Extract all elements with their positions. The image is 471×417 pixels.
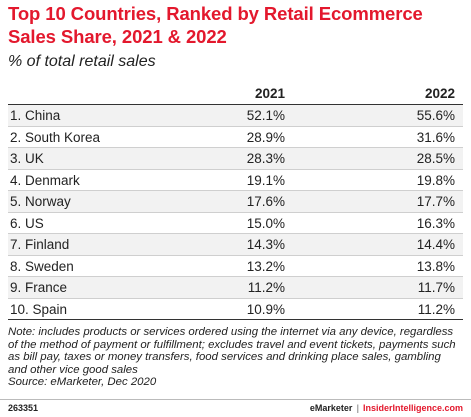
column-header-2022: 2022: [424, 86, 455, 101]
column-header-2021: 2021: [254, 86, 285, 101]
value-2022: 55.6%: [416, 108, 455, 123]
table-row: 1. China 52.1% 55.6%: [8, 105, 463, 127]
brand-credit: eMarketer | InsiderIntelligence.com: [310, 403, 463, 413]
chart-subtitle: % of total retail sales: [8, 53, 156, 70]
country-label: 4. Denmark: [10, 172, 80, 188]
chart-title: Top 10 Countries, Ranked by Retail Ecomm…: [8, 3, 423, 47]
value-2021: 28.3%: [246, 151, 285, 166]
note-text: Note: includes products or services orde…: [8, 326, 456, 376]
table-row: 7. Finland 14.3% 14.4%: [8, 234, 463, 256]
value-2021: 13.2%: [246, 258, 285, 274]
table-header: 2021 2022: [8, 82, 463, 105]
country-label: 7. Finland: [10, 237, 70, 252]
brand-emarketer: eMarketer: [309, 403, 353, 413]
source-text: Source: eMarketer, Dec 2020: [8, 376, 157, 389]
table-row: 4. Denmark 19.1% 19.8%: [8, 170, 463, 191]
value-2022: 11.2%: [417, 301, 455, 317]
chart-id: 263351: [8, 403, 39, 413]
table-row: 5. Norway 17.6% 17.7%: [8, 191, 463, 213]
value-2021: 28.9%: [246, 129, 285, 145]
value-2021: 17.6%: [246, 194, 285, 209]
brand-insider-intelligence: InsiderIntelligence.com: [362, 403, 463, 413]
table-row: 8. Sweden 13.2% 13.8%: [8, 256, 463, 277]
footer: 263351 eMarketer | InsiderIntelligence.com: [0, 399, 471, 417]
table-row: 10. Spain 10.9% 11.2%: [8, 299, 463, 320]
country-label: 6. US: [10, 215, 44, 231]
table-row: 9. France 11.2% 11.7%: [8, 277, 463, 299]
value-2021: 14.3%: [246, 237, 285, 252]
value-2022: 16.3%: [416, 215, 455, 231]
country-label: 2. South Korea: [10, 129, 101, 145]
table-row: 2. South Korea 28.9% 31.6%: [8, 127, 463, 148]
value-2021: 11.2%: [247, 280, 285, 295]
value-2022: 11.7%: [417, 280, 455, 295]
country-label: 1. China: [10, 108, 61, 123]
brand-separator: |: [356, 403, 359, 413]
country-label: 9. France: [10, 280, 68, 295]
table-row: 3. UK 28.3% 28.5%: [8, 148, 463, 170]
value-2021: 15.0%: [246, 215, 285, 231]
table-row: 6. US 15.0% 16.3%: [8, 213, 463, 234]
chart-note: Note: includes products or services orde…: [8, 326, 463, 389]
value-2022: 14.4%: [416, 237, 455, 252]
value-2022: 17.7%: [416, 194, 455, 209]
country-label: 3. UK: [10, 151, 44, 166]
value-2021: 19.1%: [246, 172, 285, 188]
value-2022: 19.8%: [416, 172, 455, 188]
country-label: 5. Norway: [10, 194, 71, 209]
country-label: 8. Sweden: [10, 258, 74, 274]
value-2021: 52.1%: [246, 108, 285, 123]
value-2022: 31.6%: [416, 129, 455, 145]
data-table: 2021 2022 1. China 52.1% 55.6% 2. South Kor…: [8, 82, 463, 320]
value-2021: 10.9%: [246, 301, 285, 317]
country-label: 10. Spain: [10, 301, 68, 317]
value-2022: 28.5%: [416, 151, 455, 166]
table-body: 1. China 52.1% 55.6% 2. South Korea 28.9% 31.…: [8, 105, 463, 320]
value-2022: 13.8%: [416, 258, 455, 274]
